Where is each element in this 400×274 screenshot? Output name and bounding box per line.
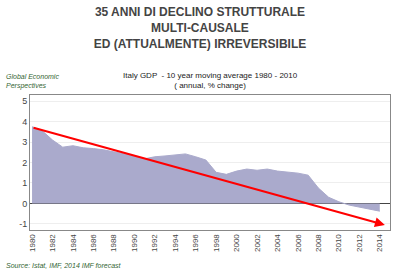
svg-text:2: 2 (22, 158, 27, 168)
svg-text:1990: 1990 (130, 234, 139, 252)
svg-text:35 ANNI DI DECLINO STRUTTURALE: 35 ANNI DI DECLINO STRUTTURALEMULTI-CAUS… (94, 5, 306, 50)
svg-text:Italy GDP - 10 year moving av: Italy GDP - 10 year moving average 1980 … (123, 71, 298, 90)
svg-text:Global EconomicPerspectives: Global EconomicPerspectives (6, 73, 59, 90)
svg-text:1982: 1982 (48, 234, 57, 252)
svg-text:5: 5 (22, 96, 27, 106)
svg-text:1980: 1980 (28, 234, 37, 252)
svg-text:2006: 2006 (294, 234, 303, 252)
svg-text:2010: 2010 (334, 234, 343, 252)
svg-text:1994: 1994 (171, 234, 180, 252)
svg-text:2014: 2014 (375, 234, 384, 252)
svg-text:1992: 1992 (150, 234, 159, 252)
svg-text:4: 4 (22, 117, 27, 127)
svg-text:1986: 1986 (89, 234, 98, 252)
svg-text:1: 1 (22, 178, 27, 188)
svg-text:2000: 2000 (232, 234, 241, 252)
svg-text:1998: 1998 (212, 234, 221, 252)
svg-text:2012: 2012 (355, 234, 364, 252)
svg-text:1996: 1996 (191, 234, 200, 252)
svg-text:2002: 2002 (253, 234, 262, 252)
svg-text:2004: 2004 (273, 234, 282, 252)
svg-text:-1: -1 (19, 219, 27, 229)
svg-text:3: 3 (22, 137, 27, 147)
svg-text:2008: 2008 (314, 234, 323, 252)
svg-text:0: 0 (22, 199, 27, 209)
svg-text:1984: 1984 (69, 234, 78, 252)
svg-text:1988: 1988 (109, 234, 118, 252)
svg-text:Source: Istat, IMF, 2014 IMF f: Source: Istat, IMF, 2014 IMF forecast (6, 262, 122, 269)
